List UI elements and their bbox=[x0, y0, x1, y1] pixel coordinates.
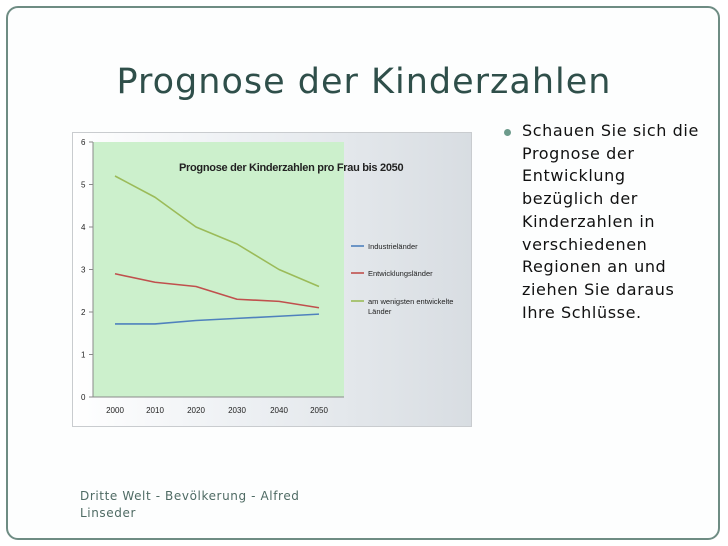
x-tick-label: 2020 bbox=[187, 406, 205, 415]
plot-area bbox=[93, 142, 344, 397]
bullet-list: Schauen Sie sich die Prognose der Entwic… bbox=[500, 120, 700, 324]
y-tick-label: 6 bbox=[81, 138, 86, 147]
series-line bbox=[114, 175, 320, 288]
y-tick-label: 4 bbox=[81, 223, 86, 232]
y-tick-label: 1 bbox=[81, 351, 86, 360]
x-tick-label: 2000 bbox=[106, 406, 124, 415]
line-chart-svg: 0 1 2 3 4 5 6 2000 2010 2020 2030 2040 2050 Industrie… bbox=[81, 138, 453, 415]
legend-label: Industrieländer bbox=[368, 242, 418, 251]
y-tick-label: 3 bbox=[81, 266, 86, 275]
series-line bbox=[115, 313, 320, 325]
bullet-text: Schauen Sie sich die Prognose der Entwic… bbox=[522, 121, 699, 322]
slide-title: Prognose der Kinderzahlen bbox=[116, 62, 612, 102]
chart: 0 1 2 3 4 5 6 2000 2010 2020 2030 2040 2050 Industrie… bbox=[72, 132, 472, 427]
legend-label: Länder bbox=[368, 307, 392, 316]
legend-label: Entwicklungsländer bbox=[368, 269, 433, 278]
legend-label: am wenigsten entwickelte bbox=[368, 297, 453, 306]
x-tick-label: 2040 bbox=[270, 406, 288, 415]
bullet-item: Schauen Sie sich die Prognose der Entwic… bbox=[500, 120, 700, 324]
y-tick-label: 2 bbox=[81, 308, 86, 317]
x-tick-label: 2050 bbox=[310, 406, 328, 415]
bullet-dot-icon bbox=[504, 129, 511, 136]
slide-footer: Dritte Welt - Bevölkerung - Alfred Linse… bbox=[80, 489, 300, 520]
y-tick-label: 0 bbox=[81, 393, 86, 402]
x-tick-label: 2030 bbox=[228, 406, 246, 415]
series-line bbox=[114, 272, 320, 309]
y-tick-label: 5 bbox=[81, 181, 86, 190]
x-tick-label: 2010 bbox=[146, 406, 164, 415]
chart-title: Prognose der Kinderzahlen pro Frau bis 2… bbox=[179, 162, 404, 174]
